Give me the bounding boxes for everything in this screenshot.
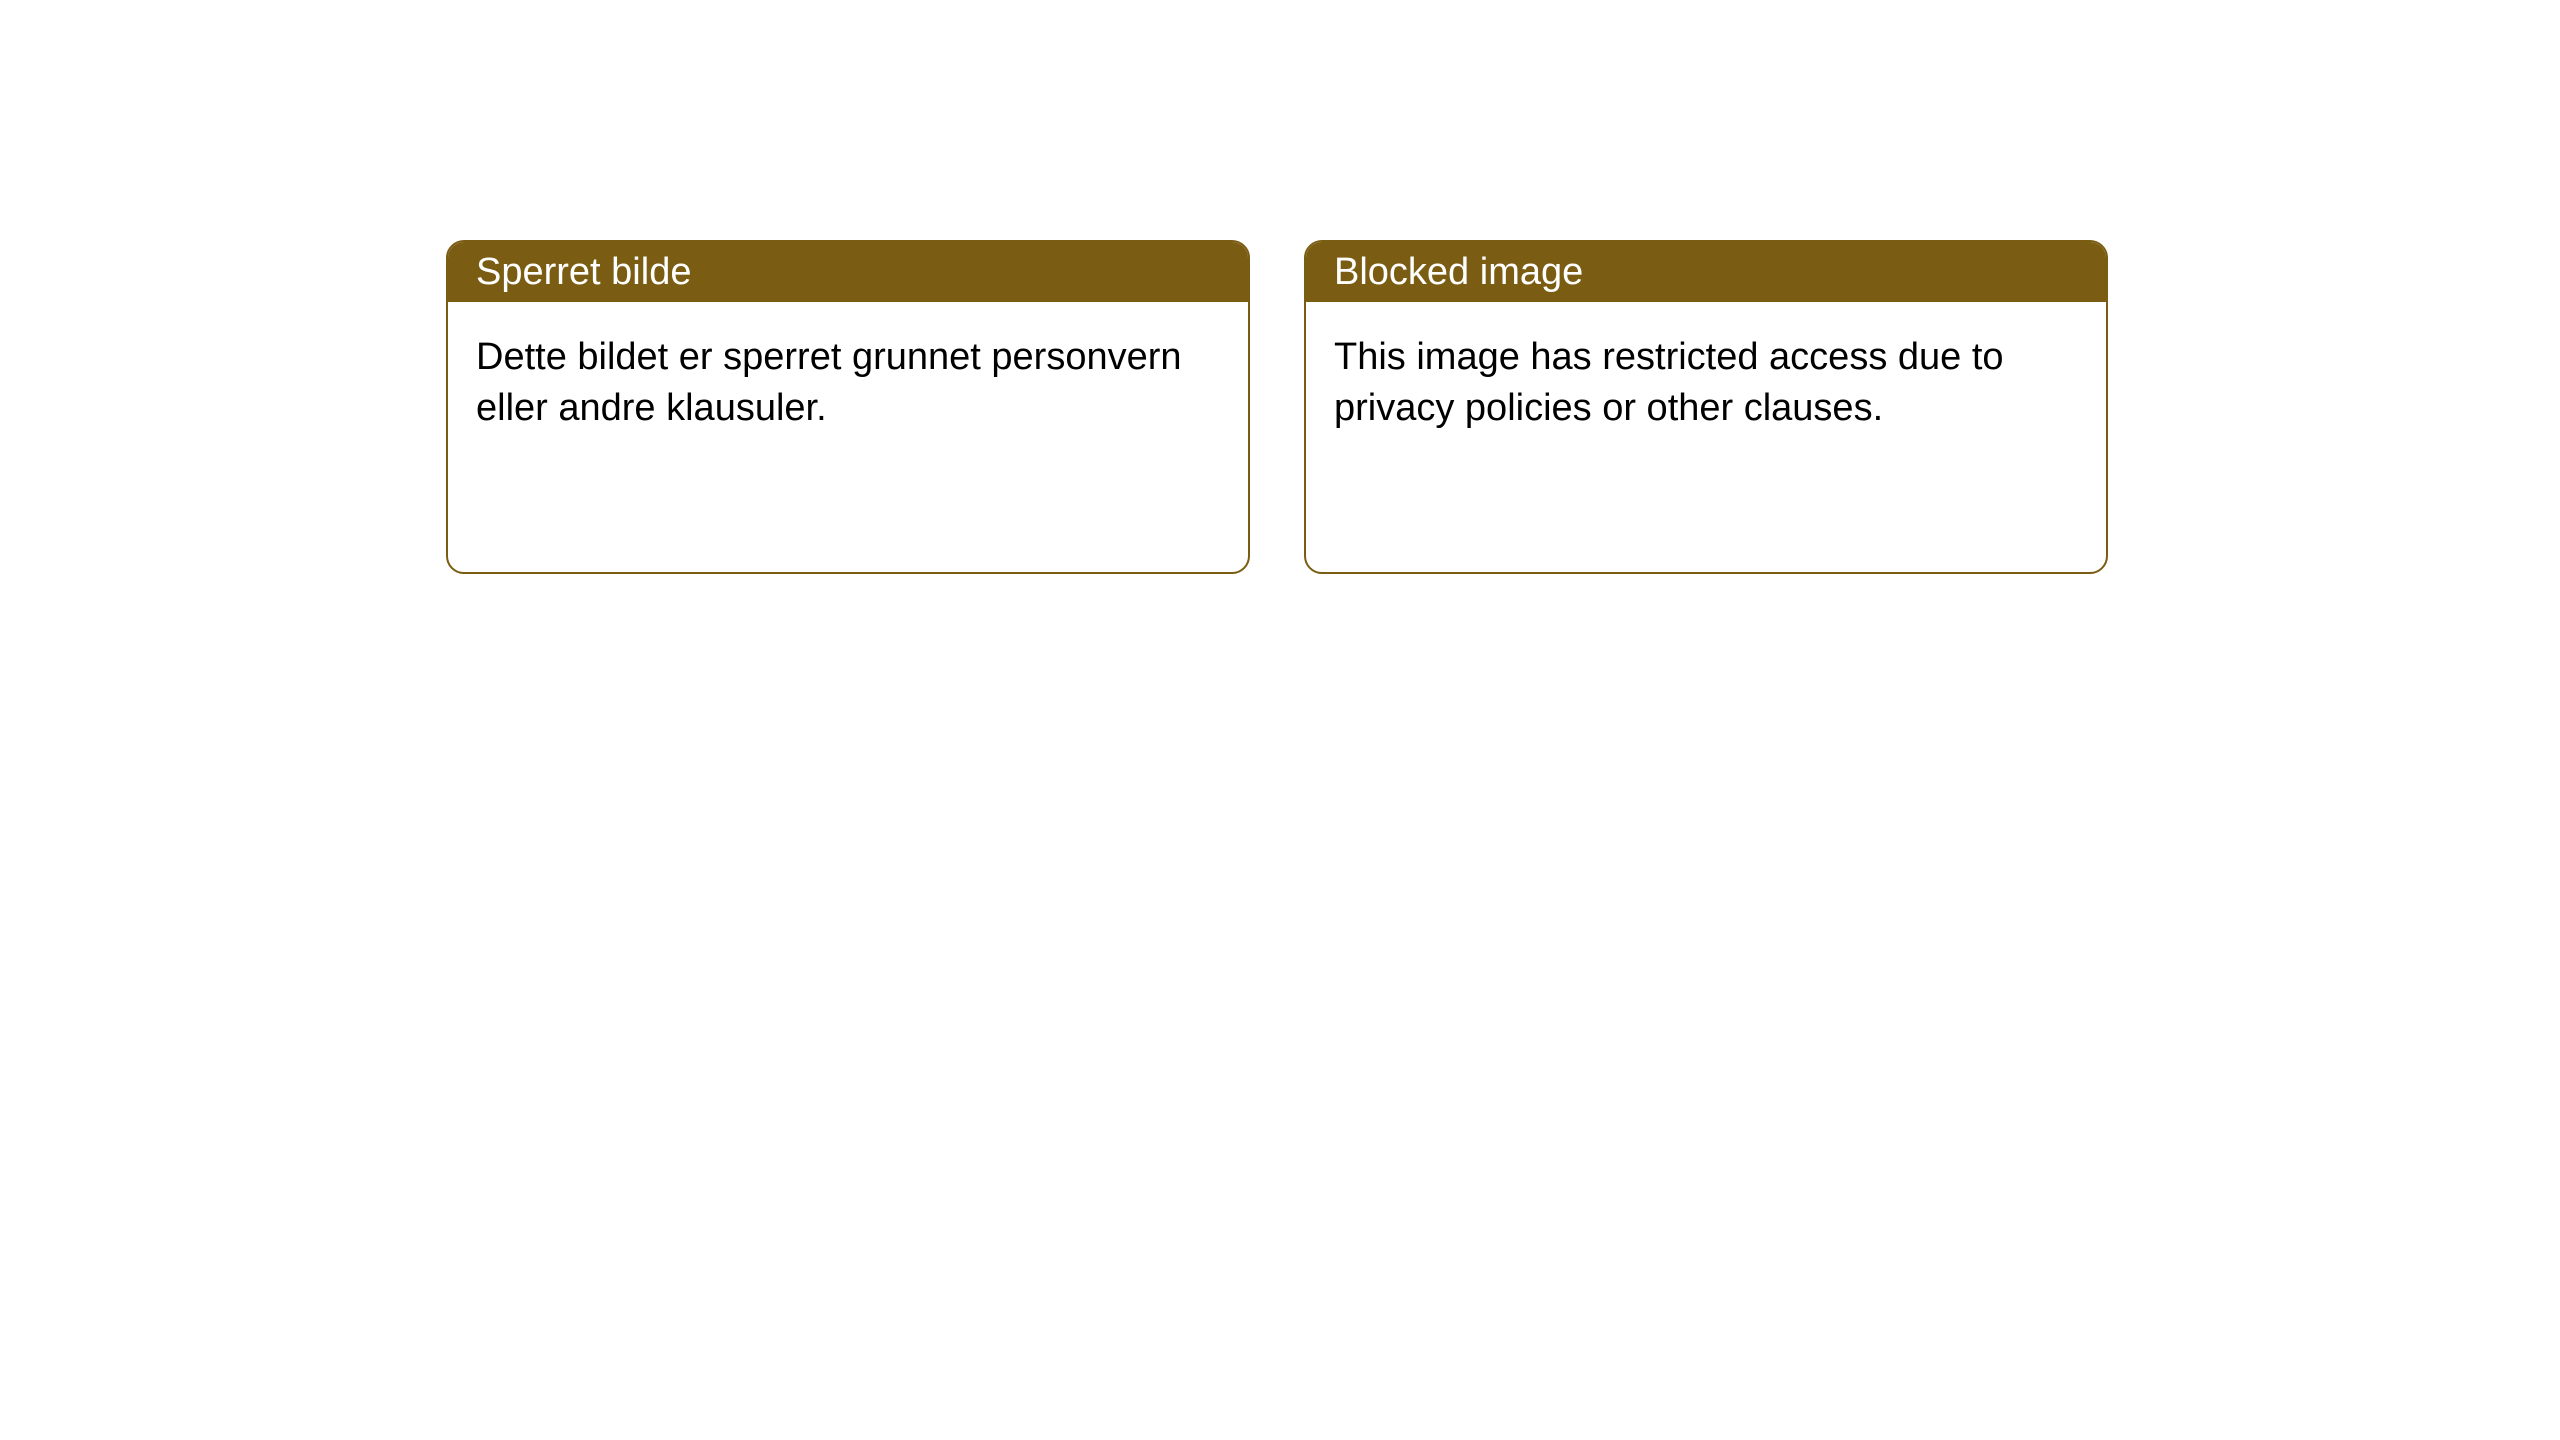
notice-card-norwegian: Sperret bilde Dette bildet er sperret gr…: [446, 240, 1250, 574]
notice-body: Dette bildet er sperret grunnet personve…: [448, 302, 1248, 465]
notice-card-english: Blocked image This image has restricted …: [1304, 240, 2108, 574]
notice-header: Sperret bilde: [448, 242, 1248, 302]
notice-container: Sperret bilde Dette bildet er sperret gr…: [446, 240, 2108, 574]
notice-header: Blocked image: [1306, 242, 2106, 302]
notice-body: This image has restricted access due to …: [1306, 302, 2106, 465]
